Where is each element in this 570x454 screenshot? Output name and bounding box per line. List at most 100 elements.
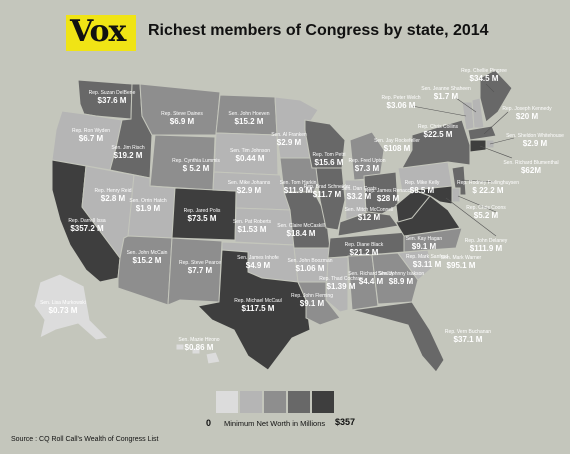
legend-swatch [312,391,334,413]
state-label: Rep. Henry Reid $2.8 M [95,188,132,203]
net-worth-value: $34.5 M [469,74,499,83]
state-az [117,235,173,306]
net-worth-value: $95.1 M [446,261,476,270]
state-label: Rep. John Fleming $9.1 M [291,293,333,308]
net-worth-value: $4.9 M [245,261,271,270]
net-worth-value: $37.1 M [453,335,483,344]
member-name: Sen. John Boozman [287,258,333,264]
state-label: Rep. Diane Black $21.2 M [345,242,384,257]
state-label: Rep. Joseph Kennedy $20 M [502,106,551,121]
legend-swatch [288,391,310,413]
state-label: Sen. Tim Johnson $0.44 M [230,148,270,163]
net-worth-value: $9.1 M [299,299,325,308]
state-label: Sen. Jim Risch $19.2 M [111,145,144,160]
source-note: Source : CQ Roll Call's Wealth of Congre… [11,436,159,443]
state-fl [351,301,445,373]
state-label: Rep. Rodney Frelinghuysen $ 22.2 M [457,180,519,195]
net-worth-value: $11.9 M [283,186,313,195]
state-label: Rep. Suzan DelBene $37.6 M [89,90,136,105]
member-name: Sen. Richard Blumenthal [503,160,559,166]
member-name: Rep. Suzan DelBene [88,90,136,96]
net-worth-value: $6.7 M [78,134,104,143]
member-name: Sen. Al Franken [271,132,307,138]
state-ct [469,139,487,153]
net-worth-value: $7.7 M [187,266,213,275]
member-name: Rep. Vern Buchanan [444,329,492,335]
net-worth-value: $2.9 M [236,186,262,195]
state-label: Rep. Tom Petri $15.6 M [313,152,346,167]
net-worth-value: $2.9 M [276,138,302,147]
state-ga [371,252,419,305]
legend-swatch [264,391,286,413]
net-worth-value: $8.5 M [409,186,435,195]
state-label: Rep. Darrell Issa $357.2 M [68,218,105,233]
state-label: Sen. Richard Blumenthal $62M [503,160,558,175]
state-label: Rep. Steve Daines $6.9 M [161,111,203,126]
member-name: Rep. Chellie Pingree [461,68,507,74]
net-worth-value: $1.53 M [237,225,267,234]
net-worth-value: $2.8 M [100,194,126,203]
state-label: Sen. John McCain $15.2 M [127,250,168,265]
net-worth-value: $1.9 M [135,204,161,213]
state-mt [139,83,221,136]
state-label: Sen. Lisa Murkowski $0.73 M [40,300,86,315]
legend-caption: Minimum Net Worth in Millions [224,419,326,428]
net-worth-value: $ 22.2 M [472,186,504,195]
member-name: Sen. Sheldon Whitehouse [506,133,564,139]
state-label: Sen. Jeanne Shaheen $1.7 M [421,86,471,101]
state-label: Sen. Richard Shelby $4.4 M [348,271,394,286]
state-oh [363,171,399,216]
state-il [315,167,346,231]
net-worth-value: $3.2 M [346,192,372,201]
net-worth-value: $15.2 M [132,256,162,265]
member-name: Sen. Claire McCaskill [277,223,325,229]
member-name: Rep. Cynthia Lummis [172,158,220,164]
net-worth-value: $0.44 M [235,154,265,163]
net-worth-value: $2.9 M [522,139,548,148]
net-worth-value: $15.2 M [234,117,264,126]
member-name: Sen. Pat Roberts [232,219,272,225]
state-label: Rep. Vern Buchanan $37.1 M [445,329,491,344]
member-name: Sen. Orrin Hatch [129,198,167,204]
net-worth-value: $12 M [357,213,381,222]
net-worth-value: $108 M [383,144,411,153]
state-ky [337,211,399,237]
member-name: Sen. Mitch McConnell [344,207,394,213]
state-la [297,281,341,326]
member-name: Rep. Tom Petri [312,152,346,158]
member-name: Sen. Dan Coats [341,186,377,192]
state-label: Rep. Thad Cochran $1.39 M [319,276,363,291]
net-worth-value: $19.2 M [113,151,143,160]
member-name: Rep. Steve Pearce [179,260,221,266]
state-label: Sen. Claire McCaskill $18.4 M [277,223,325,238]
net-worth-value: $15.6 M [314,158,344,167]
state-ak [33,273,110,341]
net-worth-value: $73.5 M [187,214,217,223]
member-name: Sen. Johnny Isakson [377,271,425,277]
net-worth-value: $3.06 M [386,101,416,110]
vox-logo-text: Vox [70,14,126,49]
net-worth-value: $111.9 M [469,244,503,253]
state-wv [395,189,431,223]
net-worth-value: $62M [520,166,541,175]
net-worth-value: $21.2 M [349,248,379,257]
member-name: Sen. Mazie Hirono [178,337,220,343]
member-name: Rep. Thad Cochran [319,276,363,282]
state-label: Rep. Peter Welch $3.06 M [381,95,420,110]
state-label: Sen. John Hoeven $15.2 M [228,111,269,126]
state-label: Sen. John Boozman $1.06 M [287,258,332,273]
net-worth-value: $18.4 M [286,229,316,238]
member-name: Sen. Richard Shelby [348,271,394,277]
member-name: Rep. Joseph Kennedy [502,106,552,112]
net-worth-value: $20 M [515,112,539,121]
state-label: Sen. Al Franken $2.9 M [271,132,307,147]
state-label: Sen. Orrin Hatch $1.9 M [129,198,166,213]
net-worth-value: $22.5 M [423,130,453,139]
legend-swatch [240,391,262,413]
member-name: Rep. John Fleming [291,293,333,299]
member-name: Sen. Jay Rockefeller [374,138,420,144]
member-name: Sen. John McCain [126,250,168,256]
member-name: Rep. Jared Polis [183,208,221,214]
net-worth-value: $3.11 M [412,260,442,269]
